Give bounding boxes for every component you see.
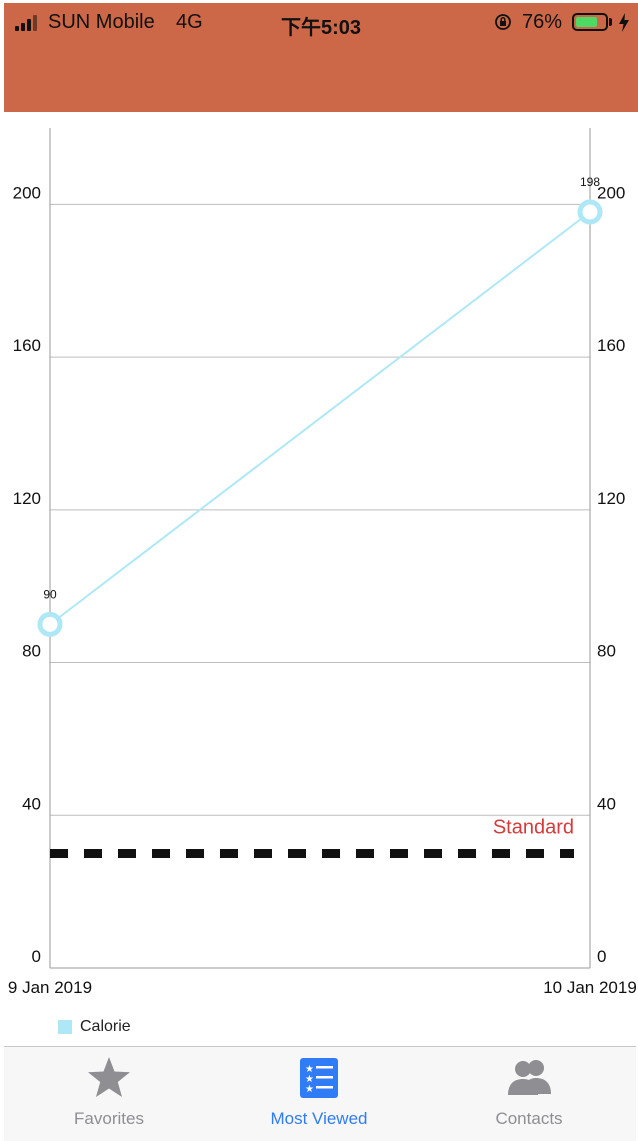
y-tick-label-right: 80 — [597, 642, 616, 661]
y-tick-label-left: 200 — [13, 183, 41, 202]
tab-bar: Favorites ★ ★ ★ Most Viewed Contacts — [4, 1046, 636, 1141]
tab-most-viewed[interactable]: ★ ★ ★ Most Viewed — [214, 1047, 424, 1141]
svg-text:★: ★ — [305, 1084, 314, 1095]
contacts-icon — [508, 1060, 551, 1095]
carrier-label: SUN Mobile — [48, 11, 155, 33]
battery-level-fill — [576, 17, 597, 27]
standard-reference-label: Standard — [493, 816, 574, 838]
tab-label-favorites: Favorites — [74, 1109, 144, 1128]
series-line-calorie — [49, 211, 591, 626]
y-tick-label-left: 120 — [13, 489, 41, 508]
y-tick-label-right: 160 — [597, 336, 625, 355]
svg-text:★: ★ — [305, 1074, 314, 1085]
battery-icon — [572, 13, 608, 31]
rotation-lock-icon — [495, 14, 511, 30]
battery-tip — [609, 18, 612, 26]
x-tick-label: 10 Jan 2019 — [543, 978, 637, 997]
star-icon — [88, 1057, 130, 1097]
data-label-calorie: 198 — [580, 175, 600, 189]
clock-label: 下午5:03 — [280, 17, 362, 39]
data-label-calorie: 90 — [43, 587, 57, 601]
status-bar: SUN Mobile 4G 下午5:03 76% — [4, 3, 638, 112]
tab-label-most-viewed: Most Viewed — [270, 1109, 368, 1128]
y-tick-label-right: 0 — [597, 947, 606, 966]
data-point-calorie — [37, 611, 63, 637]
y-tick-label-left: 0 — [32, 947, 41, 966]
network-type-label: 4G — [176, 11, 203, 33]
signal-icon — [15, 15, 39, 31]
starred-list-icon: ★ ★ ★ — [300, 1058, 338, 1098]
data-point-calorie — [577, 199, 603, 225]
legend-label-calorie: Calorie — [80, 1018, 131, 1035]
battery-percent-label: 76% — [522, 11, 563, 33]
y-tick-label-right: 120 — [597, 489, 625, 508]
y-tick-label-left: 80 — [22, 642, 41, 661]
tab-label-contacts: Contacts — [495, 1109, 563, 1128]
y-tick-label-right: 200 — [597, 183, 625, 202]
y-tick-label-left: 160 — [13, 336, 41, 355]
tab-contacts[interactable]: Contacts — [424, 1047, 634, 1141]
tab-favorites[interactable]: Favorites — [4, 1047, 214, 1141]
calorie-chart: 0 0 40 40 80 80 120 120 160 160 200 200 Standard 90… — [8, 128, 637, 997]
y-tick-label-left: 40 — [22, 794, 41, 813]
x-tick-label: 9 Jan 2019 — [8, 978, 92, 997]
y-tick-label-right: 40 — [597, 794, 616, 813]
charging-icon — [619, 13, 629, 32]
legend-swatch-calorie — [58, 1020, 72, 1034]
svg-text:★: ★ — [305, 1064, 314, 1075]
